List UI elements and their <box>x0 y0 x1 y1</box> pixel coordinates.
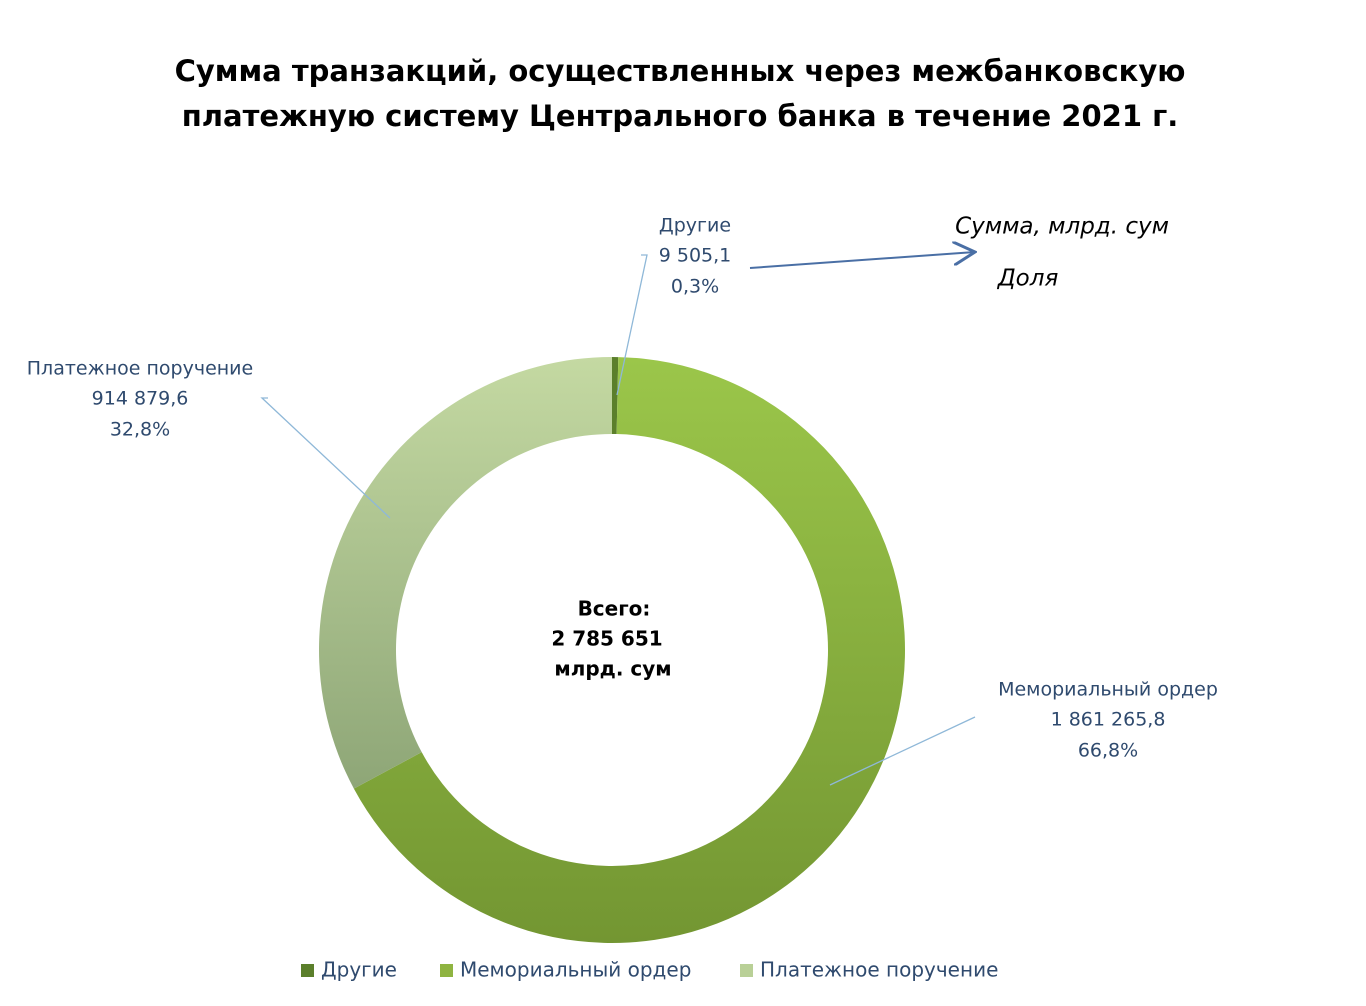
leader-line <box>616 254 648 396</box>
legend-label: Мемориальный ордер <box>460 958 691 982</box>
chart-title: Сумма транзакций, осуществленных через м… <box>175 54 1186 133</box>
data-label-value: 9 505,1 <box>659 245 732 267</box>
donut-segment <box>319 357 612 789</box>
donut-segment <box>612 357 619 435</box>
legend-swatch <box>301 964 314 977</box>
annotation-arrow <box>749 252 975 269</box>
center-title: Всего: <box>578 597 651 621</box>
legend-swatch <box>740 964 753 977</box>
data-label-share: 32,8% <box>110 419 170 441</box>
center-total: 2 785 651 <box>551 627 662 651</box>
data-label-name: Платежное поручение <box>27 358 253 380</box>
data-label-name: Мемориальный ордер <box>998 679 1218 701</box>
legend-label: Платежное поручение <box>760 958 998 982</box>
data-label-value: 1 861 265,8 <box>1051 709 1166 731</box>
data-label-name: Другие <box>659 215 731 237</box>
data-label-value: 914 879,6 <box>92 388 189 410</box>
legend-label: Другие <box>321 958 397 982</box>
annotation: Доля <box>997 266 1059 292</box>
legend-swatch <box>440 964 453 977</box>
data-label-share: 66,8% <box>1078 740 1138 762</box>
center-unit: млрд. сум <box>554 657 671 681</box>
leader-line <box>260 397 391 519</box>
annotation: Сумма, млрд. сум <box>955 214 1169 240</box>
leader-line <box>829 716 976 786</box>
data-label-share: 0,3% <box>671 276 719 298</box>
